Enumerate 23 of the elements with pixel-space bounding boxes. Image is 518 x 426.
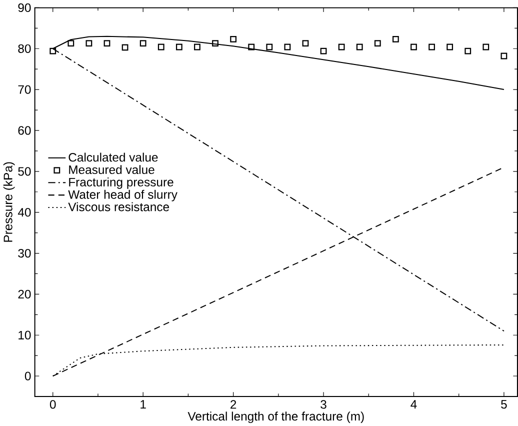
y-tick-label: 60 — [18, 126, 31, 135]
x-tick-label: 0 — [50, 400, 56, 409]
y-tick-label: 0 — [24, 372, 31, 380]
legend-label: Calculated value — [68, 152, 158, 162]
x-tick-label: 5 — [501, 400, 507, 408]
y-tick-label: 10 — [18, 330, 31, 340]
y-tick-label: 20 — [18, 290, 31, 298]
x-tick-label: 4 — [410, 400, 417, 408]
legend-label: Fracturing pressure — [69, 177, 174, 189]
y-tick-label: 80 — [18, 44, 31, 53]
y-tick-label: 50 — [18, 166, 31, 176]
x-tick-label: 2 — [230, 400, 236, 408]
y-tick-label: 30 — [18, 248, 31, 258]
y-axis-title: Pressure (kPa) — [3, 162, 15, 242]
x-tick-label: 1 — [140, 400, 146, 408]
x-axis-title: Vertical length of the fracture (m) — [188, 411, 364, 423]
y-tick-label: 70 — [18, 85, 31, 94]
legend-label: Water head of slurry — [68, 190, 178, 202]
y-tick-label: 40 — [18, 208, 31, 216]
y-tick-label: 90 — [18, 3, 31, 12]
legend-label: Measured value — [69, 164, 154, 174]
legend-label: Viscous resistance — [68, 202, 170, 212]
x-tick-label: 3 — [320, 400, 326, 409]
